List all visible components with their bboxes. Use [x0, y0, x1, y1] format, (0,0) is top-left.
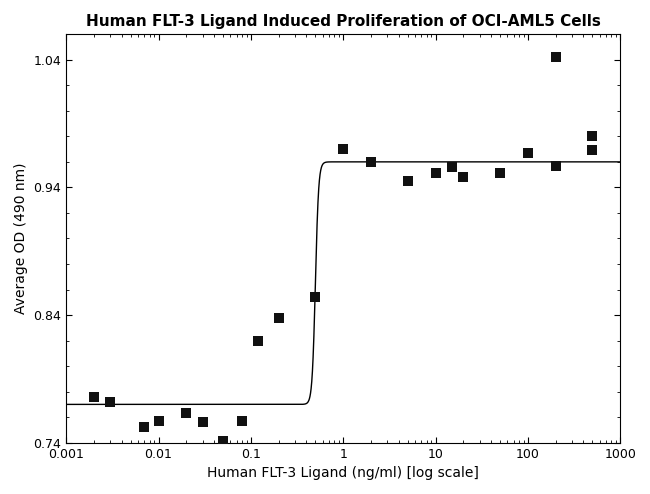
Point [523, 149, 533, 157]
Point [402, 177, 413, 185]
Point [310, 293, 320, 301]
Point [198, 418, 208, 426]
Point [89, 393, 99, 401]
Point [551, 53, 561, 61]
Point [366, 158, 376, 166]
Point [458, 173, 469, 181]
Point [105, 398, 116, 406]
Point [338, 145, 348, 153]
Point [253, 336, 263, 344]
X-axis label: Human FLT-3 Ligand (ng/ml) [log scale]: Human FLT-3 Ligand (ng/ml) [log scale] [207, 466, 479, 480]
Point [139, 423, 150, 431]
Point [587, 146, 597, 154]
Point [430, 169, 441, 177]
Point [153, 417, 164, 425]
Point [495, 169, 505, 177]
Point [181, 410, 192, 417]
Point [274, 314, 284, 322]
Point [237, 417, 247, 425]
Y-axis label: Average OD (490 nm): Average OD (490 nm) [14, 163, 28, 314]
Point [218, 438, 228, 446]
Point [447, 163, 457, 171]
Point [587, 132, 597, 140]
Point [551, 162, 561, 169]
Title: Human FLT-3 Ligand Induced Proliferation of OCI-AML5 Cells: Human FLT-3 Ligand Induced Proliferation… [86, 14, 601, 29]
